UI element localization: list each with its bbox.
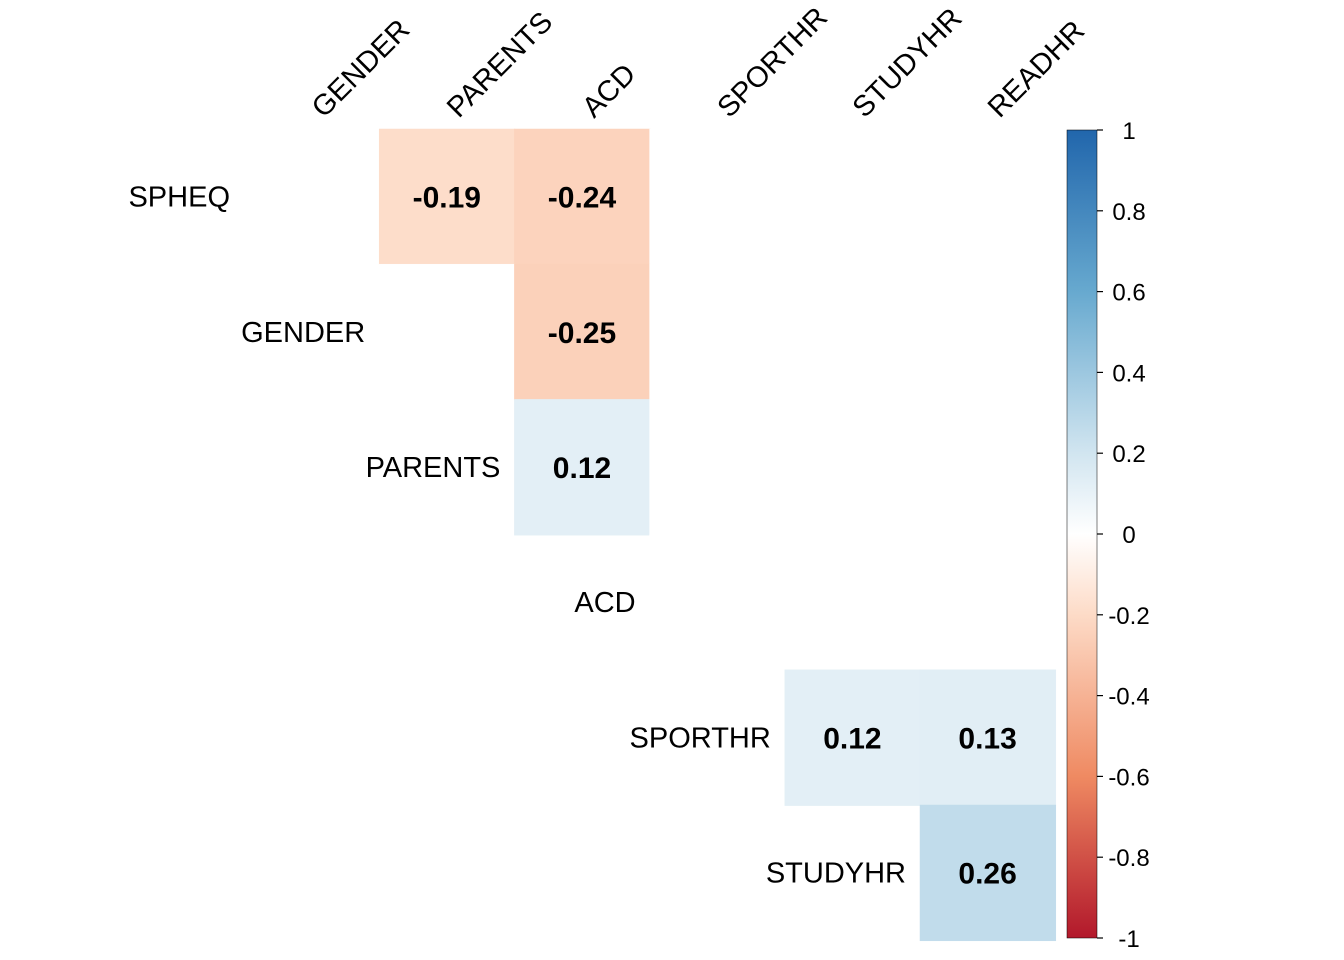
colorbar-tick-label: 0.2 <box>1112 441 1145 468</box>
heatmap-cell-spheq-parents <box>378 128 516 266</box>
heatmap-cell-parents-studyhr <box>784 399 921 536</box>
heatmap-cell-gender-sporthr <box>649 263 786 401</box>
heatmap-cell-sporthr-studyhr <box>784 669 921 806</box>
row-label-sporthr: SPORTHR <box>630 722 771 754</box>
heatmap-cell-gender-acd <box>514 263 651 401</box>
heatmap-cells <box>243 128 1057 942</box>
row-label-parents: PARENTS <box>366 452 501 484</box>
column-label-readhr: READHR <box>982 15 1091 124</box>
row-label-studyhr: STUDYHR <box>766 858 906 890</box>
colorbar-tick-label: -0.4 <box>1108 684 1149 711</box>
heatmap-cell-spheq-acd <box>514 128 651 266</box>
colorbar: 1 0.8 0.6 0.4 0.2 0 -0.2 -0.4 -0.6 -0.8 -1 <box>1066 118 1150 953</box>
column-label-studyhr: STUDYHR <box>847 2 969 124</box>
colorbar-tick-label: 0.4 <box>1112 360 1145 387</box>
column-label-parents: PARENTS <box>441 6 559 124</box>
cell-value-label: -0.25 <box>548 317 616 350</box>
cell-value-label: 0.26 <box>958 858 1016 891</box>
cell-value-label: 0.12 <box>823 722 881 755</box>
heatmap-cell-parents-sporthr <box>649 399 786 536</box>
colorbar-gradient <box>1066 129 1098 939</box>
colorbar-tick-label: 0 <box>1122 522 1135 549</box>
heatmap-cell-gender-studyhr <box>784 263 921 401</box>
heatmap-cell-spheq-sporthr <box>649 128 786 266</box>
colorbar-tick-label: -1 <box>1118 926 1139 953</box>
column-label-gender: GENDER <box>306 14 416 124</box>
cell-value-label: -0.19 <box>413 182 481 215</box>
cell-value-label: -0.24 <box>548 182 617 215</box>
column-labels: GENDER PARENTS ACD SPORTHR STUDYHR READHR <box>306 1 1091 124</box>
colorbar-tick-label: -0.2 <box>1108 603 1149 630</box>
heatmap-cell-gender-parents <box>378 263 516 401</box>
heatmap-cell-acd-sporthr <box>649 534 786 671</box>
colorbar-tick-label: -0.8 <box>1108 845 1149 872</box>
row-label-gender: GENDER <box>241 317 365 349</box>
heatmap-cell-labels: -0.19 -0.24 -0.25 0.12 0.12 0.13 0.26 <box>413 182 1017 891</box>
heatmap-cell-acd-studyhr <box>784 534 921 671</box>
heatmap-cell-spheq-gender <box>243 128 381 266</box>
row-labels: SPHEQ GENDER PARENTS ACD SPORTHR STUDYHR <box>128 182 906 890</box>
column-label-sporthr: SPORTHR <box>712 1 835 124</box>
row-label-acd: ACD <box>574 587 635 619</box>
colorbar-tick-label: -0.6 <box>1108 764 1149 791</box>
heatmap-cell-studyhr-readhr <box>919 804 1057 942</box>
heatmap-cell-sporthr-readhr <box>919 669 1057 806</box>
heatmap-cell-parents-acd <box>514 399 651 536</box>
colorbar-tick-label: 1 <box>1122 118 1135 145</box>
colorbar-tick-label: 0.8 <box>1112 199 1145 226</box>
heatmap-cell-acd-readhr <box>919 534 1057 671</box>
colorbar-tick-label: 0.6 <box>1112 280 1145 307</box>
heatmap-cell-gender-readhr <box>919 263 1057 401</box>
cell-value-label: 0.12 <box>553 452 611 485</box>
heatmap-cell-parents-readhr <box>919 399 1057 536</box>
heatmap-cell-spheq-readhr <box>919 128 1057 266</box>
heatmap-cell-spheq-studyhr <box>784 128 921 266</box>
column-label-acd: ACD <box>576 58 642 124</box>
row-label-spheq: SPHEQ <box>128 182 230 214</box>
cell-value-label: 0.13 <box>958 722 1016 755</box>
